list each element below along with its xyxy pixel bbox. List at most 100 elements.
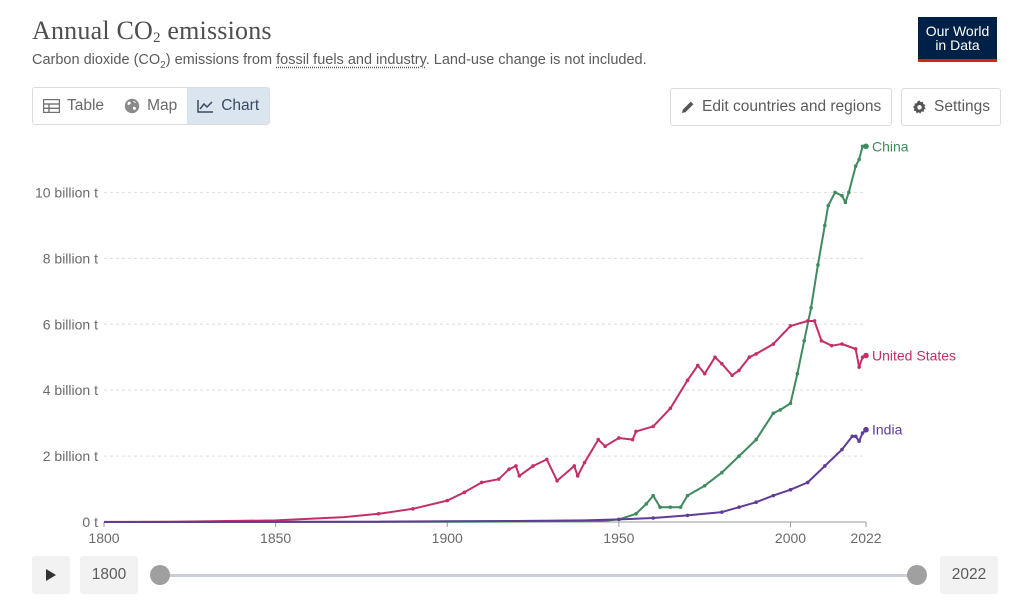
timeline-start-handle[interactable]	[150, 565, 170, 585]
data-point-united-states	[445, 498, 450, 503]
data-point-united-states	[685, 378, 690, 383]
tab-table-label: Table	[67, 97, 105, 114]
data-point-india	[823, 464, 827, 468]
end-year-box[interactable]: 2022	[940, 556, 998, 594]
data-point-united-states	[496, 477, 501, 481]
fossil-fuels-link[interactable]: fossil fuels and industry	[276, 52, 426, 68]
data-point-china	[644, 502, 649, 506]
start-year-box[interactable]: 1800	[80, 556, 138, 594]
data-point-united-states	[507, 467, 511, 472]
data-point-china	[833, 190, 837, 195]
x-tick-label: 1850	[260, 530, 291, 546]
data-point-china	[802, 338, 807, 343]
data-point-united-states	[857, 365, 861, 369]
x-tick-label: 2000	[775, 530, 806, 546]
chart-title: Annual CO2 emissions	[32, 16, 272, 47]
data-point-china	[826, 203, 831, 208]
data-point-china	[809, 305, 813, 310]
series-line-united-states[interactable]	[103, 320, 867, 523]
data-point-india	[850, 434, 855, 439]
data-point-united-states	[617, 436, 621, 440]
data-point-china	[720, 470, 724, 475]
data-point-india	[805, 480, 810, 485]
y-tick-label: 6 billion t	[43, 316, 98, 332]
data-point-united-states	[651, 424, 655, 429]
edit-countries-button[interactable]: Edit countries and regions	[670, 88, 893, 126]
data-point-united-states	[829, 343, 834, 348]
data-point-united-states	[805, 319, 810, 323]
data-point-united-states	[747, 355, 752, 360]
settings-label: Settings	[934, 98, 991, 115]
line-chart-icon	[197, 100, 214, 113]
title-subscript: 2	[152, 30, 161, 46]
data-point-united-states	[376, 511, 381, 516]
play-button[interactable]	[32, 556, 70, 594]
data-point-united-states	[812, 319, 817, 323]
data-point-india	[617, 517, 621, 522]
timeline-end-handle[interactable]	[907, 565, 927, 585]
x-tick-label: 1900	[432, 530, 463, 546]
axis-layer: 0 t 2 billion t 4 billion t 6 billion t 8 bi…	[35, 184, 882, 546]
data-point-united-states	[840, 342, 844, 346]
y-tick-label: 10 billion t	[35, 184, 98, 200]
timeline-track[interactable]	[160, 574, 916, 577]
data-point-united-states	[754, 352, 758, 356]
tab-map-label: Map	[147, 97, 178, 114]
globe-icon	[124, 98, 140, 114]
owid-logo[interactable]: Our World in Data	[918, 17, 997, 62]
subtitle-part: ) emissions from	[165, 52, 277, 68]
tab-map[interactable]: Map	[114, 88, 187, 124]
data-point-china	[702, 483, 707, 488]
data-point-china	[847, 190, 851, 195]
data-point-united-states	[788, 324, 793, 328]
data-point-india	[853, 434, 858, 439]
data-point-united-states	[596, 437, 601, 442]
edit-countries-label: Edit countries and regions	[702, 98, 882, 115]
data-point-united-states	[462, 490, 467, 495]
grid-layer	[104, 191, 866, 523]
series-line-china[interactable]	[103, 145, 866, 523]
x-tick-label: 1800	[88, 530, 119, 546]
title-text-end: emissions	[160, 16, 272, 45]
x-tick-label: 2022	[850, 530, 881, 546]
data-point-united-states	[634, 429, 638, 434]
data-point-india	[754, 500, 758, 505]
settings-button[interactable]: Settings	[901, 88, 1002, 126]
data-point-china	[668, 505, 673, 509]
data-point-united-states	[730, 373, 734, 378]
data-point-china	[778, 408, 782, 412]
data-point-china	[843, 200, 848, 205]
series-label-india[interactable]: India	[872, 422, 903, 438]
subtitle-subscript: 2	[160, 59, 166, 71]
data-point-united-states	[555, 479, 559, 483]
y-tick-label: 0 t	[82, 514, 98, 530]
data-point-china	[823, 223, 827, 228]
tab-chart-label: Chart	[221, 97, 260, 114]
end-marker-china	[863, 143, 869, 150]
series-label-united-states[interactable]: United States	[872, 348, 956, 364]
tab-table[interactable]: Table	[33, 88, 114, 124]
table-icon	[43, 99, 60, 113]
data-point-united-states	[713, 355, 717, 360]
data-point-united-states	[411, 507, 415, 511]
data-point-united-states	[479, 480, 484, 485]
data-point-india	[771, 493, 776, 498]
data-point-united-states	[531, 464, 535, 468]
data-point-united-states	[544, 457, 549, 462]
gear-icon	[912, 99, 926, 113]
data-point-china	[857, 157, 861, 162]
data-point-india	[720, 510, 724, 514]
series-label-china[interactable]: China	[872, 138, 909, 154]
tab-chart[interactable]: Chart	[187, 88, 270, 124]
data-point-china	[816, 263, 820, 267]
y-tick-label: 8 billion t	[43, 250, 98, 266]
pencil-icon	[682, 101, 694, 113]
data-point-united-states	[853, 347, 858, 351]
data-point-china	[634, 511, 638, 516]
chart-subtitle: Carbon dioxide (CO2) emissions from foss…	[32, 52, 647, 71]
data-point-india	[788, 487, 793, 492]
data-point-india	[857, 439, 861, 444]
data-point-india	[685, 513, 690, 518]
data-point-united-states	[696, 363, 700, 368]
data-point-china	[771, 411, 776, 416]
